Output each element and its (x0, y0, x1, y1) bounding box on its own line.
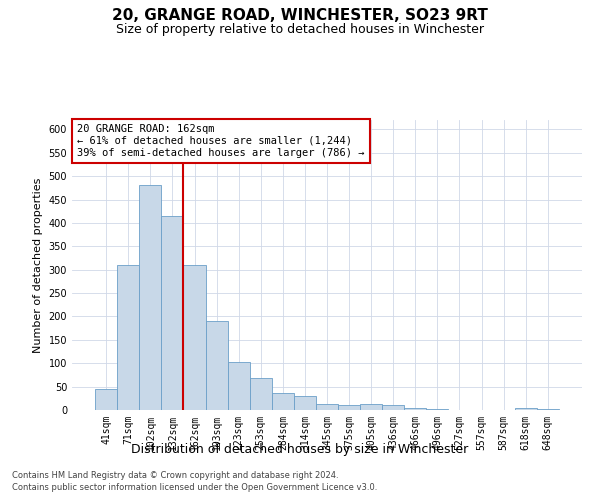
Bar (427, 408, 448, 410)
Bar (95, 389, 117, 410)
Bar (272, 392, 294, 410)
Bar (161, 216, 184, 410)
Bar (206, 321, 227, 410)
Bar (117, 265, 139, 410)
Bar (404, 408, 427, 410)
Bar (537, 408, 559, 410)
Text: 20 GRANGE ROAD: 162sqm
← 61% of detached houses are smaller (1,244)
39% of semi-: 20 GRANGE ROAD: 162sqm ← 61% of detached… (77, 124, 365, 158)
Y-axis label: Number of detached properties: Number of detached properties (33, 178, 43, 352)
Text: 20, GRANGE ROAD, WINCHESTER, SO23 9RT: 20, GRANGE ROAD, WINCHESTER, SO23 9RT (112, 8, 488, 22)
Bar (360, 404, 382, 410)
Text: Size of property relative to detached houses in Winchester: Size of property relative to detached ho… (116, 22, 484, 36)
Bar (515, 408, 537, 410)
Text: Contains HM Land Registry data © Crown copyright and database right 2024.: Contains HM Land Registry data © Crown c… (12, 471, 338, 480)
Bar (294, 396, 316, 410)
Text: Contains public sector information licensed under the Open Government Licence v3: Contains public sector information licen… (12, 484, 377, 492)
Bar (139, 186, 161, 410)
Bar (338, 406, 360, 410)
Bar (184, 265, 206, 410)
Bar (250, 378, 272, 410)
Bar (382, 406, 404, 410)
Bar (316, 404, 338, 410)
Text: Distribution of detached houses by size in Winchester: Distribution of detached houses by size … (131, 442, 469, 456)
Bar (227, 362, 250, 410)
